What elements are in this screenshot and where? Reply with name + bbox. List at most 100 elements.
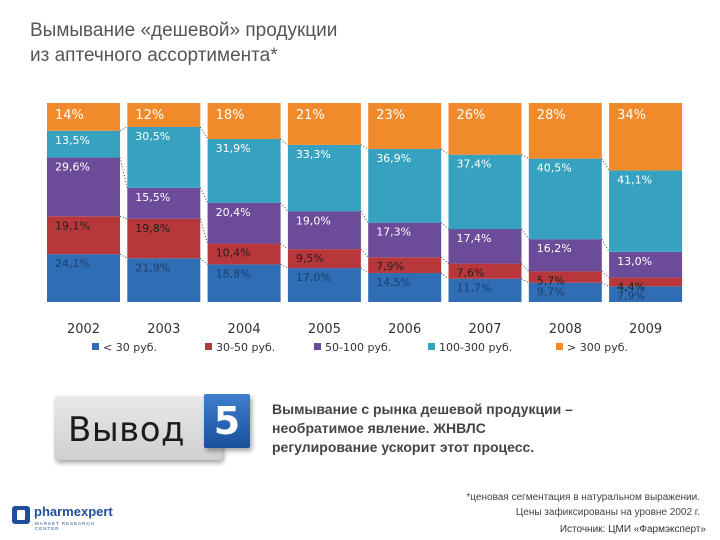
connector-line [521, 228, 530, 240]
bar-30-50-2004 [207, 243, 281, 265]
conclusion-text: Вымывание с рынка дешевой продукции – не… [272, 400, 712, 457]
legend-swatch-50-100 [314, 343, 321, 350]
data-label-100-300-2003: 30,5% [135, 130, 170, 143]
connector-line [280, 243, 289, 250]
data-label-30-50-2006: 7,9% [376, 260, 404, 273]
bar-gt300-2009 [609, 103, 683, 171]
data-label-gt300-2007: 26% [457, 108, 486, 123]
data-label-50-100-2005: 19,0% [296, 214, 331, 227]
data-label-gt300-2002: 14% [55, 108, 84, 123]
conclusion-line-1: Вымывание с рынка дешевой продукции – [272, 401, 573, 417]
legend-label-50-100: 50-100 руб. [325, 341, 391, 354]
conclusion-line-2: необратимое явление. ЖНВЛС [272, 420, 486, 436]
data-label-lt30-2003: 21,9% [135, 261, 170, 274]
legend-label-gt300: > 300 руб. [567, 341, 628, 354]
data-label-30-50-2002: 19,1% [55, 219, 90, 232]
bar-50-100-2008 [528, 239, 602, 272]
bar-100-300-2007 [448, 154, 522, 230]
connector-line [601, 282, 610, 287]
bar-50-100-2002 [47, 157, 120, 217]
bar-lt30-2005 [287, 268, 361, 302]
source-note: Источник: ЦМИ «Фармэксперт» [559, 524, 706, 535]
connector-line [199, 126, 209, 140]
connector-line [601, 238, 610, 253]
data-label-lt30-2009: 7,9% [617, 289, 645, 302]
bar-30-50-2006 [368, 257, 442, 274]
connector-line [601, 158, 610, 171]
connector-line [199, 218, 209, 244]
bar-gt300-2004 [207, 103, 281, 139]
connector-line [360, 248, 369, 258]
data-label-gt300-2005: 21% [296, 108, 325, 123]
slide-title: Вымывание «дешевой» продукции из аптечно… [30, 18, 550, 68]
category-label-2003: 2003 [147, 322, 180, 337]
category-label-2006: 2006 [388, 322, 421, 337]
data-label-100-300-2006: 36,9% [376, 152, 411, 165]
data-label-30-50-2007: 7,6% [457, 267, 485, 280]
bar-gt300-2002 [47, 103, 120, 131]
connector-line [440, 148, 449, 156]
bar-lt30-2004 [207, 264, 281, 302]
bar-lt30-2002 [47, 254, 120, 302]
data-label-50-100-2007: 17,4% [457, 232, 492, 245]
bar-gt300-2008 [528, 103, 602, 159]
data-label-lt30-2005: 17,0% [296, 271, 331, 284]
stacked-bar-chart: 24,1% 19,1% 29,6% 13,5% 14% 2002 21,9% 19,8% 15,… [47, 103, 683, 354]
legend-label-30-50: 30-50 руб. [216, 341, 275, 354]
data-label-50-100-2009: 13,0% [617, 255, 652, 268]
category-label-2005: 2005 [308, 322, 341, 337]
connector-line [601, 271, 610, 279]
bar-50-100-2003 [127, 187, 201, 219]
connector-line [440, 222, 449, 230]
legend-label-100-300: 100-300 руб. [439, 341, 512, 354]
category-label-2007: 2007 [468, 322, 501, 337]
connector-line [280, 263, 289, 269]
bar-lt30-2003 [127, 258, 201, 302]
data-label-gt300-2009: 34% [617, 108, 646, 123]
data-label-lt30-2004: 18,8% [216, 267, 251, 280]
data-label-50-100-2002: 29,6% [55, 161, 90, 174]
connector-line [199, 257, 208, 265]
bar-100-300-2003 [127, 126, 201, 188]
connector-line [521, 278, 530, 284]
footnote: *ценовая сегментация в натуральном выраж… [280, 490, 700, 520]
data-label-lt30-2007: 11,7% [457, 282, 492, 295]
slide-title-line-2: из аптечного ассортимента* [30, 45, 278, 66]
data-label-100-300-2002: 13,5% [55, 134, 90, 147]
connector-line [280, 138, 289, 146]
bar-100-300-2008 [528, 158, 602, 240]
connector-line [199, 187, 209, 204]
data-label-100-300-2004: 31,9% [216, 142, 251, 155]
connector-line [360, 267, 369, 274]
conclusion-badge-number: 5 [204, 394, 250, 448]
logo-mark-icon [12, 506, 30, 524]
footnote-line-1: *ценовая сегментация в натуральном выраж… [466, 492, 700, 503]
connector-line [119, 253, 128, 259]
data-label-lt30-2008: 9,7% [537, 286, 565, 299]
data-label-100-300-2008: 40,5% [537, 162, 572, 175]
data-label-gt300-2008: 28% [537, 108, 566, 123]
data-label-50-100-2003: 15,5% [135, 191, 170, 204]
footnote-line-2: Цены зафиксированы на уровне 2002 г. [515, 507, 700, 518]
legend-label-lt30: < 30 руб. [103, 341, 157, 354]
conclusion-badge: Вывод 5 [54, 388, 250, 468]
connector-line [119, 157, 128, 188]
data-label-30-50-2004: 10,4% [216, 247, 251, 260]
bar-gt300-2005 [287, 103, 361, 145]
legend-swatch-lt30 [92, 343, 99, 350]
data-label-50-100-2006: 17,3% [376, 226, 411, 239]
connector-line [280, 202, 289, 212]
conclusion-badge-word: Вывод [68, 410, 186, 450]
bar-lt30-2008 [528, 282, 602, 302]
legend-swatch-gt300 [556, 343, 563, 350]
bar-100-300-2006 [368, 148, 442, 223]
bar-30-50-2002 [47, 216, 120, 255]
bar-100-300-2002 [47, 130, 120, 158]
bar-50-100-2009 [609, 251, 683, 278]
connector-line [360, 211, 369, 223]
bar-50-100-2005 [287, 211, 361, 250]
data-label-30-50-2008: 5,7% [537, 274, 565, 287]
connector-line [119, 126, 128, 132]
pharmexpert-logo: pharmexpert MARKET RESEARCH CENTER [10, 504, 120, 534]
data-label-gt300-2004: 18% [216, 108, 245, 123]
